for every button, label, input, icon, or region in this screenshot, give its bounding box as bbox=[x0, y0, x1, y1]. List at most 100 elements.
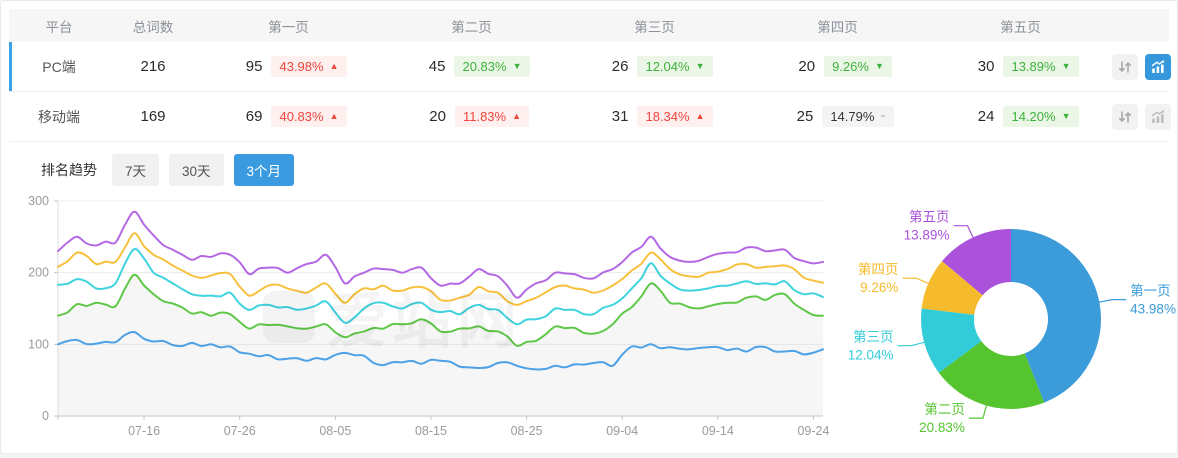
trend-down-icon: ▼ bbox=[512, 61, 522, 71]
change-badge: 9.26% ▼ bbox=[824, 56, 892, 77]
column-header-page5: 第五页 bbox=[1000, 19, 1041, 35]
series-line-purple bbox=[57, 210, 824, 299]
change-badge: 11.83% ▲ bbox=[454, 106, 530, 127]
page-cell: 30 13.89% ▼ bbox=[929, 56, 1112, 77]
trend-section-label: 排名趋势 bbox=[41, 162, 97, 178]
column-header-total: 总词数 bbox=[132, 19, 174, 35]
x-axis-label: 09-14 bbox=[702, 424, 734, 438]
page-count: 20 bbox=[429, 108, 446, 125]
y-axis-label: 200 bbox=[28, 266, 49, 280]
page-count: 24 bbox=[977, 108, 995, 125]
label-leader-line bbox=[968, 405, 988, 419]
label-leader-line bbox=[902, 277, 929, 284]
change-badge: 14.20% ▼ bbox=[1003, 106, 1079, 127]
trend-toolbar: 排名趋势 7天 30天 3个月 bbox=[41, 154, 1177, 186]
series-line-cyan bbox=[57, 247, 824, 326]
trend-up-icon: ▲ bbox=[512, 111, 522, 121]
x-axis-label: 08-25 bbox=[511, 424, 543, 438]
bar-chart-icon bbox=[1151, 109, 1164, 123]
x-axis-label: 07-26 bbox=[224, 424, 256, 438]
donut-label-pct: 12.04% bbox=[848, 348, 894, 363]
chart-toggle-button[interactable] bbox=[1145, 53, 1171, 80]
page-cell: 69 40.83% ▲ bbox=[197, 106, 380, 127]
change-pct: 20.83% bbox=[462, 59, 507, 74]
donut-slice-第一页[interactable] bbox=[1011, 229, 1101, 403]
donut-label-name: 第一页 bbox=[1130, 283, 1171, 299]
x-axis-label: 09-04 bbox=[606, 424, 638, 438]
change-pct: 9.26% bbox=[832, 59, 869, 74]
page-count: 95 bbox=[245, 58, 263, 75]
change-pct: 43.98% bbox=[279, 59, 324, 74]
trend-up-icon: ▲ bbox=[329, 61, 339, 71]
column-header-page1: 第一页 bbox=[268, 19, 309, 35]
series-line-yellow bbox=[57, 232, 824, 306]
change-badge: 13.89% ▼ bbox=[1003, 56, 1079, 77]
column-header-page4: 第四页 bbox=[817, 19, 858, 35]
change-badge: 40.83% ▲ bbox=[271, 106, 347, 127]
change-badge: 18.34% ▲ bbox=[637, 106, 713, 127]
range-tabs: 7天 30天 3个月 bbox=[112, 154, 295, 186]
change-badge: 12.04% ▼ bbox=[637, 56, 713, 77]
platform-name: PC端 bbox=[42, 58, 76, 75]
page-count: 31 bbox=[611, 108, 629, 125]
column-header-page3: 第三页 bbox=[634, 19, 675, 35]
donut-label-name: 第二页 bbox=[924, 401, 965, 417]
label-leader-line bbox=[897, 341, 925, 347]
total-count: 169 bbox=[140, 108, 166, 125]
series-line-green bbox=[57, 273, 824, 347]
donut-label-pct: 13.89% bbox=[904, 228, 950, 243]
page-count: 26 bbox=[611, 58, 629, 75]
change-pct: 11.83% bbox=[462, 109, 507, 124]
change-badge: 20.83% ▼ bbox=[454, 56, 530, 77]
page-cell: 26 12.04% ▼ bbox=[563, 56, 746, 77]
change-pct: 14.20% bbox=[1011, 109, 1056, 124]
trend-down-icon: ▼ bbox=[1061, 61, 1071, 71]
column-header-platform: 平台 bbox=[45, 19, 73, 35]
no-change-icon: − bbox=[880, 111, 886, 121]
row-actions bbox=[1112, 53, 1171, 80]
x-axis-label: 07-16 bbox=[128, 424, 160, 438]
platform-rank-table: 平台 总词数 第一页 第二页 第三页 第四页 第五页 PC端 216 95 43.98… bbox=[9, 9, 1171, 142]
tab-7days[interactable]: 7天 bbox=[112, 154, 160, 186]
donut-label-name: 第五页 bbox=[909, 209, 950, 225]
donut-label-pct: 43.98% bbox=[1130, 302, 1176, 317]
page-count: 45 bbox=[428, 58, 446, 75]
page-count: 30 bbox=[977, 58, 995, 75]
platform-row[interactable]: 移动端 169 69 40.83% ▲ 20 11.83% ▲ 31 18.34% ▲ 25 14.79… bbox=[9, 92, 1171, 142]
sort-arrows-icon bbox=[1119, 110, 1131, 123]
table-header-row: 平台 总词数 第一页 第二页 第三页 第四页 第五页 bbox=[9, 9, 1169, 42]
line-chart-svg: 0 100 200 300 07-16 07-26 08-05 08-15 08-25 09-04… bbox=[28, 194, 829, 438]
platform-row[interactable]: PC端 216 95 43.98% ▲ 45 20.83% ▼ 26 12.04% ▼ 20 9.26%… bbox=[9, 42, 1171, 92]
label-leader-line bbox=[953, 225, 974, 238]
page-cell: 45 20.83% ▼ bbox=[380, 56, 563, 77]
page-count: 20 bbox=[798, 58, 816, 75]
trend-up-icon: ▲ bbox=[695, 111, 705, 121]
donut-chart-svg: 第一页 43.98% 第二页 20.83% 第三页 12.04% 第四页 9.26% 第五页 13… bbox=[848, 209, 1176, 435]
donut-slice-第五页[interactable] bbox=[942, 229, 1011, 296]
column-header-page2: 第二页 bbox=[451, 19, 492, 35]
sort-button[interactable] bbox=[1112, 103, 1138, 130]
donut-slice-第三页[interactable] bbox=[921, 308, 982, 373]
trend-up-icon: ▲ bbox=[329, 111, 339, 121]
x-axis-label: 09-24 bbox=[797, 424, 829, 438]
chart-toggle-button[interactable] bbox=[1145, 103, 1171, 130]
label-leader-line bbox=[1099, 298, 1127, 303]
sort-button[interactable] bbox=[1112, 53, 1138, 80]
x-axis-label: 08-05 bbox=[319, 424, 351, 438]
change-badge: 14.79% − bbox=[822, 106, 894, 127]
donut-slice-第二页[interactable] bbox=[938, 341, 1045, 409]
trend-down-icon: ▼ bbox=[1061, 111, 1071, 121]
change-pct: 40.83% bbox=[279, 109, 324, 124]
tab-30days[interactable]: 30天 bbox=[169, 154, 224, 186]
tab-3months[interactable]: 3个月 bbox=[233, 154, 295, 186]
sort-arrows-icon bbox=[1119, 60, 1131, 73]
donut-label-name: 第四页 bbox=[858, 261, 899, 277]
donut-slice-第四页[interactable] bbox=[921, 261, 983, 315]
row-actions bbox=[1112, 103, 1171, 130]
page-cell: 31 18.34% ▲ bbox=[563, 106, 746, 127]
donut-label-pct: 20.83% bbox=[919, 420, 965, 435]
change-pct: 13.89% bbox=[1011, 59, 1056, 74]
change-pct: 14.79% bbox=[830, 109, 875, 124]
charts-area: 爱站网 010020030007-1607-2608-0508-1508-250… bbox=[1, 191, 1177, 453]
